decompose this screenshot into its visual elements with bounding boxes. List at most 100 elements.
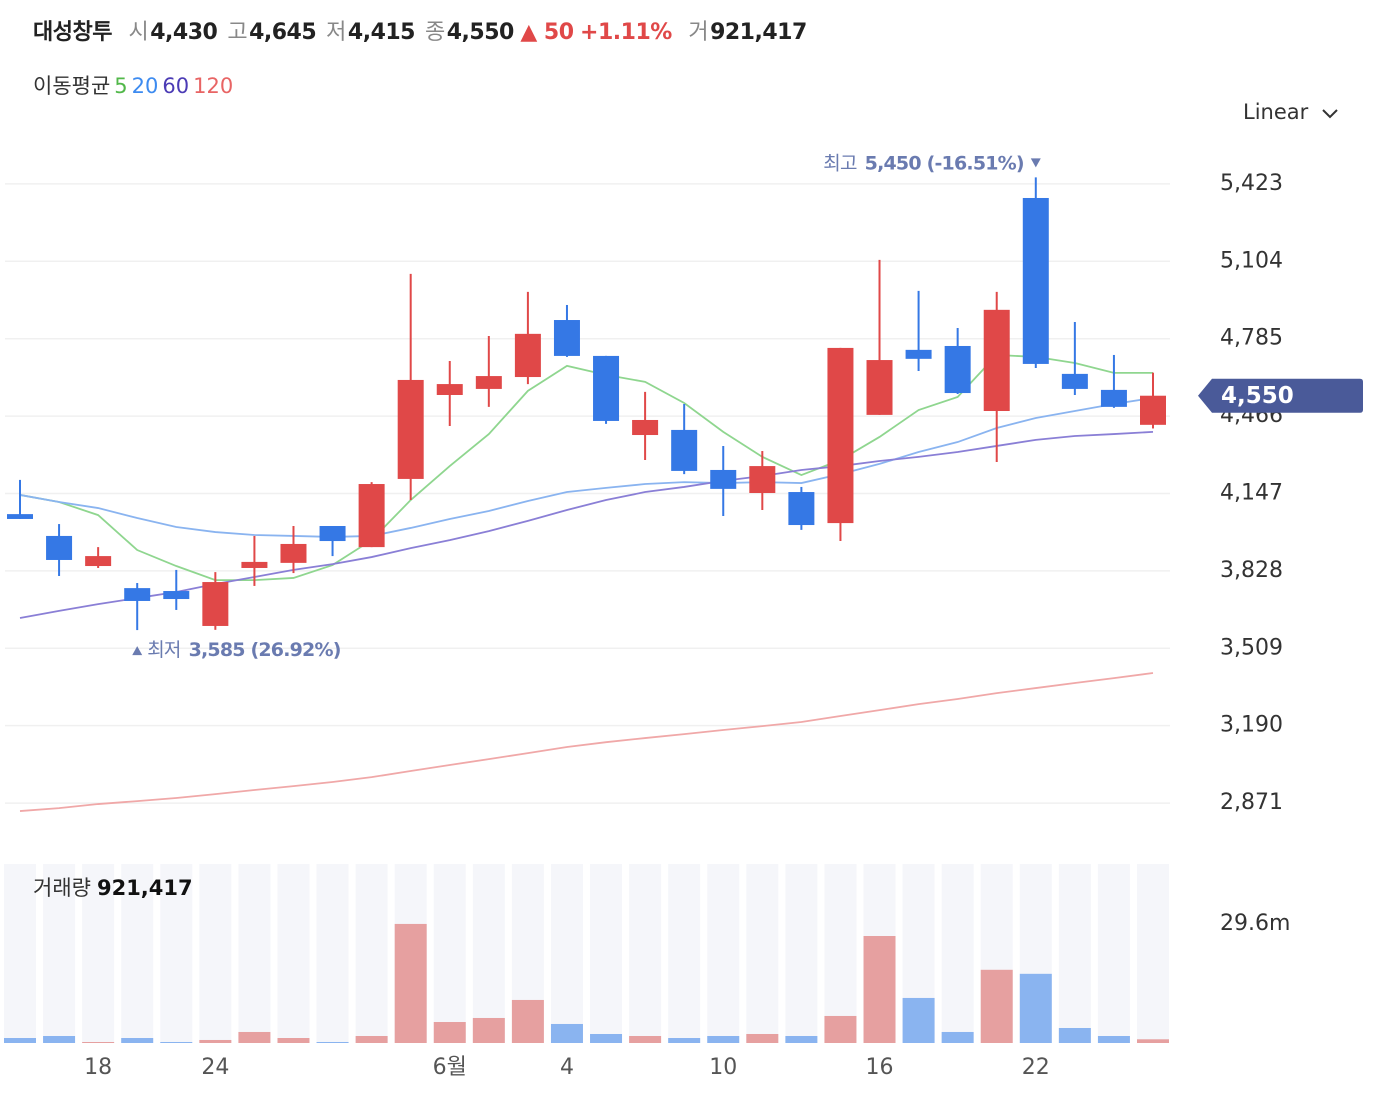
candle-body bbox=[319, 526, 346, 542]
quote-header: 대성창투 시4,430 고4,645 저4,415 종4,550 ▲ 50 +1.11… bbox=[33, 14, 807, 46]
candle-body bbox=[983, 309, 1010, 412]
high-marker bbox=[1030, 158, 1041, 168]
volume-bar bbox=[511, 999, 544, 1043]
candle-body bbox=[788, 492, 815, 526]
ma-line bbox=[19, 672, 1154, 812]
scale-label[interactable]: Linear bbox=[1243, 100, 1309, 124]
candle-body bbox=[85, 556, 112, 567]
low-text: 3,585 (26.92%) bbox=[189, 639, 341, 661]
y-tick-label: 4,147 bbox=[1220, 480, 1283, 505]
quote-label: 시 bbox=[128, 20, 149, 45]
volume-bar bbox=[980, 969, 1013, 1043]
volume-column-bg bbox=[668, 864, 701, 1043]
volume-bar bbox=[238, 1031, 271, 1043]
volume-bar bbox=[590, 1033, 623, 1043]
candle-body bbox=[124, 588, 151, 601]
ma-legend: 이동평균 5 20 60 120 bbox=[33, 70, 233, 100]
volume-bar bbox=[1019, 973, 1052, 1043]
volume-column-bg bbox=[433, 864, 466, 1043]
change-pct: +1.11% bbox=[580, 20, 672, 45]
volume-bar bbox=[160, 1041, 193, 1043]
stock-name: 대성창투 bbox=[33, 20, 112, 45]
candle-body bbox=[710, 469, 737, 489]
volume-bar bbox=[746, 1033, 779, 1043]
candle-body bbox=[671, 429, 698, 471]
quote-value: 4,430 bbox=[150, 20, 218, 45]
price-badge-label: 4,550 bbox=[1221, 383, 1294, 409]
ma-line bbox=[19, 430, 1154, 619]
high-label: 최고 bbox=[823, 152, 857, 174]
volume-value: 921,417 bbox=[97, 876, 193, 900]
candle-body bbox=[7, 514, 33, 519]
volume-column-bg bbox=[472, 864, 505, 1043]
quote-value: 4,550 bbox=[446, 20, 515, 45]
x-tick-label: 4 bbox=[560, 1055, 574, 1080]
volume-column-bg bbox=[785, 864, 818, 1043]
volume-bar bbox=[824, 1015, 857, 1043]
volume-bar bbox=[472, 1017, 505, 1043]
quote-label: 고 bbox=[227, 20, 248, 45]
candle-body bbox=[358, 484, 385, 548]
scale-dropdown[interactable]: Linear bbox=[1243, 100, 1339, 124]
candle-body bbox=[827, 347, 854, 524]
volume-bar bbox=[199, 1039, 232, 1043]
y-tick-label: 5,104 bbox=[1220, 248, 1283, 273]
x-tick-label: 10 bbox=[709, 1055, 737, 1080]
candle-body bbox=[1022, 197, 1049, 364]
volume-column-bg bbox=[707, 864, 740, 1043]
candle-body bbox=[944, 345, 971, 394]
candle-body bbox=[241, 561, 268, 568]
ma-legend-entry: 20 bbox=[131, 74, 159, 98]
candle-body bbox=[905, 349, 932, 359]
volume-bar bbox=[902, 997, 935, 1043]
chevron[interactable] bbox=[1321, 107, 1339, 119]
volume-column-bg bbox=[550, 864, 583, 1043]
volume-title: 거래량 bbox=[33, 876, 91, 900]
volume-bar bbox=[785, 1036, 818, 1043]
volume-bar bbox=[1058, 1027, 1091, 1043]
candle-body bbox=[163, 591, 190, 600]
volume-column-bg bbox=[82, 864, 115, 1043]
volume-column-bg bbox=[824, 864, 857, 1043]
candle-body bbox=[46, 535, 73, 560]
volume-bar bbox=[4, 1038, 36, 1043]
volume-value: 921,417 bbox=[710, 20, 807, 45]
x-tick-label: 18 bbox=[84, 1055, 112, 1080]
volume-column-bg bbox=[1058, 864, 1091, 1043]
volume-column-bg bbox=[160, 864, 193, 1043]
volume-column-bg bbox=[277, 864, 310, 1043]
candle-body bbox=[436, 384, 463, 395]
volume-column-bg bbox=[1137, 864, 1169, 1043]
candle-body bbox=[749, 466, 776, 494]
candle-body bbox=[475, 376, 502, 389]
candle-body bbox=[280, 543, 307, 563]
volume-column-bg bbox=[746, 864, 779, 1043]
volume-bar bbox=[1097, 1036, 1130, 1043]
candle-body bbox=[397, 379, 424, 479]
low-marker bbox=[132, 646, 143, 656]
volume-column-bg bbox=[316, 864, 349, 1043]
ma-line bbox=[19, 397, 1154, 538]
x-tick-label: 16 bbox=[866, 1055, 894, 1080]
volume-bar bbox=[43, 1036, 76, 1043]
volume-bar bbox=[82, 1041, 115, 1043]
volume-label: 거 bbox=[688, 20, 709, 45]
candle-body bbox=[593, 355, 620, 421]
ma-legend-entry: 60 bbox=[162, 74, 190, 98]
candle-body bbox=[1061, 373, 1088, 389]
low-label: 최저 bbox=[147, 639, 180, 661]
quote-value: 4,415 bbox=[347, 20, 416, 45]
candle-body bbox=[866, 360, 893, 415]
volume-column-bg bbox=[121, 864, 154, 1043]
y-tick-label: 3,190 bbox=[1220, 713, 1283, 738]
volume-bar bbox=[1137, 1039, 1169, 1043]
y-tick-label: 3,828 bbox=[1220, 558, 1283, 583]
quote-value: 4,645 bbox=[249, 20, 317, 45]
ma-legend-entry: 120 bbox=[193, 74, 234, 98]
quote-label: 종 bbox=[425, 20, 445, 45]
volume-column-bg bbox=[629, 864, 662, 1043]
volume-bar bbox=[433, 1022, 466, 1043]
candle-body bbox=[1100, 389, 1127, 407]
